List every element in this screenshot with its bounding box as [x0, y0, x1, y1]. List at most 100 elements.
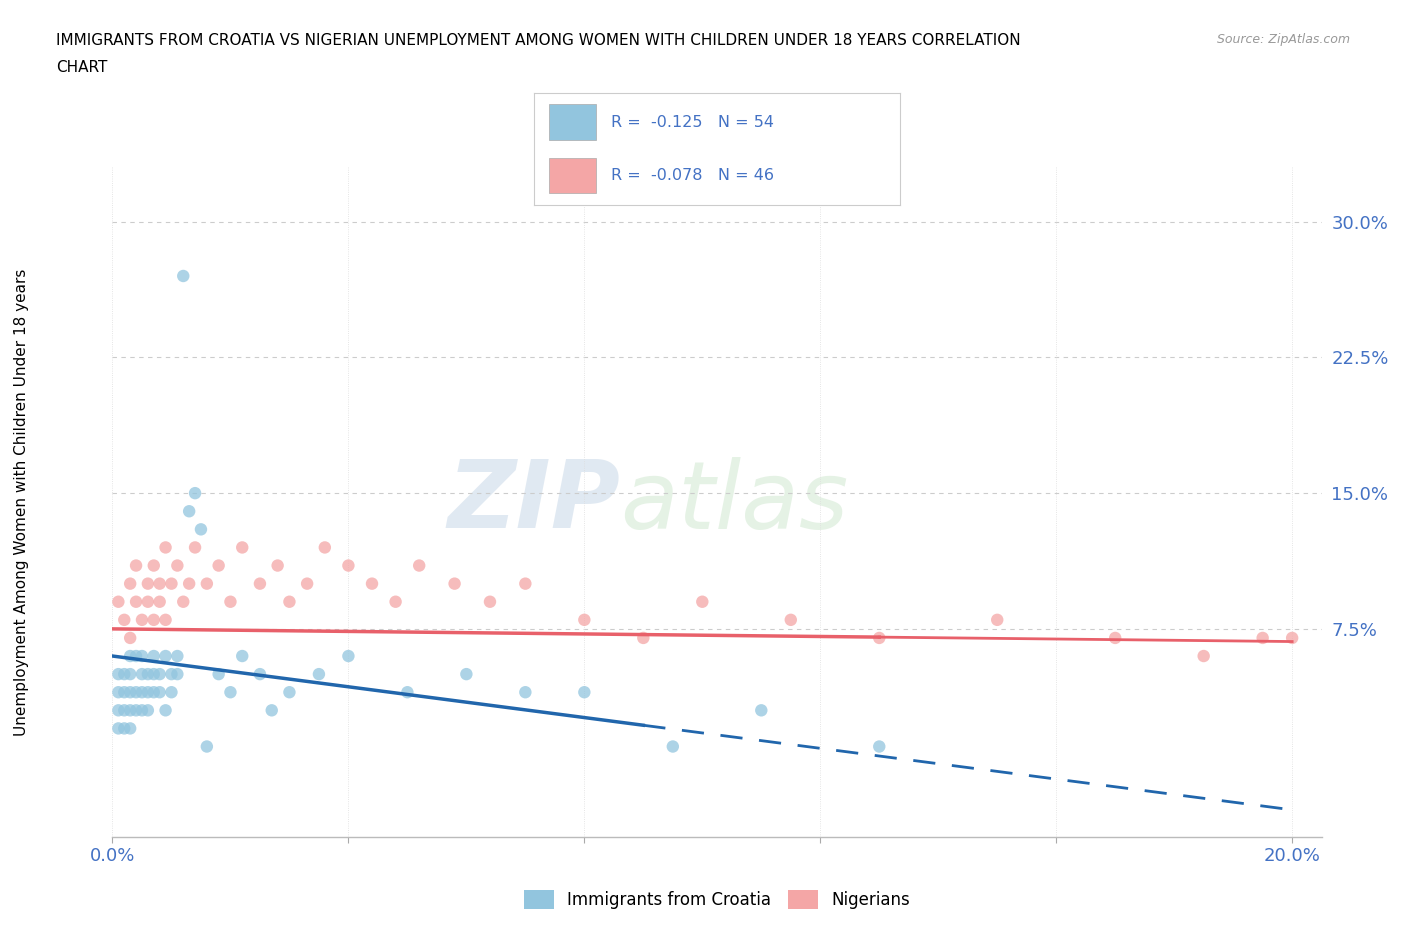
Text: Unemployment Among Women with Children Under 18 years: Unemployment Among Women with Children U… — [14, 269, 28, 736]
Point — [986, 612, 1008, 627]
Point — [136, 577, 159, 591]
Point — [131, 684, 153, 699]
Point — [231, 540, 253, 555]
Point — [219, 594, 242, 609]
Point — [155, 648, 177, 663]
Text: CHART: CHART — [56, 60, 108, 75]
Point — [219, 684, 242, 699]
Point — [155, 612, 177, 627]
Point — [136, 594, 159, 609]
Point — [692, 594, 714, 609]
Point — [179, 504, 201, 519]
Point — [136, 684, 159, 699]
Point — [308, 667, 330, 682]
Point — [278, 684, 301, 699]
Point — [160, 577, 183, 591]
Point — [120, 577, 142, 591]
Point — [868, 739, 890, 754]
Point — [208, 558, 231, 573]
Point — [107, 667, 129, 682]
Point — [131, 667, 153, 682]
Point — [195, 739, 218, 754]
Point — [633, 631, 655, 645]
Point — [131, 648, 153, 663]
Text: IMMIGRANTS FROM CROATIA VS NIGERIAN UNEMPLOYMENT AMONG WOMEN WITH CHILDREN UNDER: IMMIGRANTS FROM CROATIA VS NIGERIAN UNEM… — [56, 33, 1021, 47]
Point — [112, 612, 135, 627]
Point — [149, 577, 172, 591]
Point — [184, 540, 207, 555]
Point — [107, 721, 129, 736]
Point — [515, 684, 537, 699]
Point — [112, 684, 135, 699]
Point — [779, 612, 801, 627]
Point — [149, 594, 172, 609]
Point — [361, 577, 384, 591]
Point — [120, 648, 142, 663]
Point — [131, 703, 153, 718]
Point — [384, 594, 406, 609]
Point — [574, 612, 596, 627]
Legend: Immigrants from Croatia, Nigerians: Immigrants from Croatia, Nigerians — [517, 884, 917, 916]
Point — [249, 667, 271, 682]
Point — [112, 721, 135, 736]
Point — [107, 594, 129, 609]
Point — [166, 648, 188, 663]
Point — [120, 684, 142, 699]
Point — [295, 577, 318, 591]
Point — [125, 594, 148, 609]
FancyBboxPatch shape — [548, 104, 596, 140]
Point — [396, 684, 419, 699]
Point — [142, 558, 165, 573]
Point — [749, 703, 772, 718]
Point — [142, 648, 165, 663]
Text: ZIP: ZIP — [447, 457, 620, 548]
Point — [172, 269, 194, 284]
Text: R =  -0.125   N = 54: R = -0.125 N = 54 — [612, 114, 775, 129]
Point — [337, 558, 360, 573]
Point — [125, 684, 148, 699]
Point — [149, 684, 172, 699]
Point — [574, 684, 596, 699]
Text: R =  -0.078   N = 46: R = -0.078 N = 46 — [612, 168, 775, 183]
Point — [1281, 631, 1303, 645]
Point — [120, 631, 142, 645]
Point — [166, 558, 188, 573]
Point — [278, 594, 301, 609]
Point — [120, 667, 142, 682]
Point — [408, 558, 430, 573]
Point — [136, 667, 159, 682]
Text: atlas: atlas — [620, 457, 849, 548]
Point — [195, 577, 218, 591]
Point — [337, 648, 360, 663]
Text: Source: ZipAtlas.com: Source: ZipAtlas.com — [1216, 33, 1350, 46]
Point — [249, 577, 271, 591]
Point — [1104, 631, 1126, 645]
Point — [120, 721, 142, 736]
Point — [184, 485, 207, 500]
Point — [155, 703, 177, 718]
Point — [149, 667, 172, 682]
Point — [166, 667, 188, 682]
FancyBboxPatch shape — [548, 158, 596, 193]
Point — [107, 684, 129, 699]
Point — [1192, 648, 1215, 663]
Point — [142, 684, 165, 699]
Point — [266, 558, 288, 573]
Point — [1251, 631, 1274, 645]
Point — [208, 667, 231, 682]
Point — [160, 667, 183, 682]
Point — [456, 667, 478, 682]
Point — [478, 594, 501, 609]
Point — [131, 612, 153, 627]
Point — [155, 540, 177, 555]
Point — [112, 667, 135, 682]
Point — [107, 703, 129, 718]
Point — [314, 540, 336, 555]
Point — [179, 577, 201, 591]
Point — [120, 703, 142, 718]
Point — [260, 703, 283, 718]
Point — [662, 739, 685, 754]
Point — [125, 703, 148, 718]
Point — [443, 577, 465, 591]
Point — [231, 648, 253, 663]
